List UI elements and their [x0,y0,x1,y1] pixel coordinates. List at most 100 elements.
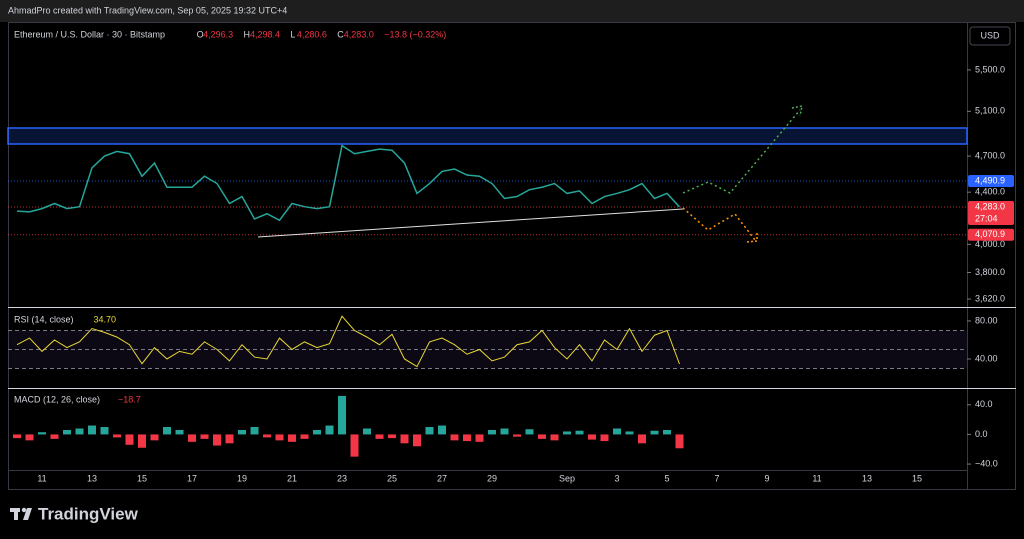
price-tag-label: 4,490.9 [975,175,1005,185]
histogram-bar [100,427,109,435]
y-tick-label: 4,400.0 [975,187,1005,197]
ohlc-value: 4,296.3 [203,29,233,39]
bearish-projection [682,207,756,241]
ohlc-key: C [337,29,344,39]
x-tick-label: 27 [437,473,447,483]
x-tick-label: 21 [287,473,297,483]
y-tick-label: 5,100.0 [975,106,1005,116]
x-tick-label: 9 [764,473,769,483]
histogram-bar [650,430,659,435]
symbol-legend: Ethereum / U.S. Dollar · 30 · Bitstamp O… [14,29,446,39]
currency[interactable]: USD [980,30,1000,40]
trend-line [257,208,684,238]
y-tick-label: 0.0 [975,429,988,439]
ohlc-value: 4,283.0 [344,29,374,39]
histogram-bar [250,427,259,435]
brand: TradingView [38,504,139,523]
x-tick-label: 15 [137,473,147,483]
histogram-bar [38,432,46,435]
price-tag-label: 4,070.9 [975,229,1005,239]
x-tick-label: 19 [237,473,247,483]
histogram-bar [425,427,434,435]
histogram-bar [513,434,521,437]
x-tick-label: 23 [337,473,347,483]
histogram-bar [50,434,59,439]
histogram-bar [363,428,371,435]
histogram-bar [450,434,459,441]
resistance-zone [7,127,968,145]
histogram-bar [375,434,384,439]
logo-part [14,508,18,520]
histogram-bar [600,434,609,442]
ohlc-key: O [197,29,204,39]
ohlc-value: 4,280.6 [297,29,327,39]
histogram-bar [525,429,534,435]
histogram-bar [13,434,21,439]
histogram-bar [400,434,409,444]
ohlc-key: L [290,29,295,39]
histogram-bar [325,425,334,435]
x-tick-label: 29 [487,473,497,483]
series-line [16,144,681,222]
indicator-title: MACD (12, 26, close) [14,394,100,404]
indicator-title: RSI (14, close) [14,314,74,324]
indicator-value: −18.7 [118,394,141,404]
histogram-bar [288,434,296,442]
y-tick-label: 5,500.0 [975,64,1005,74]
x-tick-label: 13 [87,473,97,483]
x-tick-label: 13 [862,473,872,483]
y-tick-label: 3,620.0 [975,293,1005,303]
x-tick-label: 11 [812,473,821,483]
histogram-bar [313,429,321,435]
histogram-bar [338,395,346,435]
histogram-bar [150,434,159,441]
histogram-bar [675,434,684,449]
histogram-bar [488,429,496,435]
currency-button[interactable] [969,26,1011,46]
price-tag [968,200,1014,225]
price-tag [968,174,1014,187]
histogram-bar [588,434,596,440]
x-tick-label: 15 [912,473,922,483]
histogram-bar [225,434,234,444]
histogram-bar [550,434,559,441]
histogram-bar [200,434,209,439]
x-tick-label: Sep [559,473,575,483]
histogram-bar [163,427,171,435]
credit: AhmadPro created with TradingView.com, S… [8,5,287,15]
histogram-bar [113,434,121,438]
histogram-bar [138,434,146,448]
x-tick-label: 11 [37,473,46,483]
histogram-bar [413,434,421,447]
histogram-bar [638,434,646,444]
histogram-bar [125,434,134,445]
histogram-bar [300,434,309,439]
y-tick-label: 80.00 [975,315,998,325]
histogram-bar [438,425,446,435]
histogram-bar [388,434,396,439]
histogram-bar [188,434,196,442]
histogram-bar [575,430,584,435]
bullish-projection [682,109,801,194]
logo-part [23,508,32,520]
histogram-bar [613,428,621,435]
histogram-bar [625,431,634,435]
price-tag [968,228,1014,241]
histogram-bar [175,429,184,435]
histogram-bar [350,434,359,457]
y-tick-label: 4,000.0 [975,239,1005,249]
x-tick-label: 25 [387,473,397,483]
change: −13.8 (−0.32%) [384,29,446,39]
histogram-bar [663,429,671,435]
countdown: 27:04 [975,213,998,223]
y-tick-label: 3,800.0 [975,267,1005,277]
price-tag-label: 4,283.0 [975,201,1005,211]
histogram-bar [25,434,34,441]
histogram-bar [75,428,84,435]
symbol: Ethereum / U.S. Dollar · 30 · Bitstamp [14,29,165,39]
y-tick-label: 4,700.0 [975,150,1005,160]
x-tick-label: 7 [714,473,719,483]
ohlc-value: 4,298.4 [250,29,280,39]
top-bar [0,0,1024,22]
